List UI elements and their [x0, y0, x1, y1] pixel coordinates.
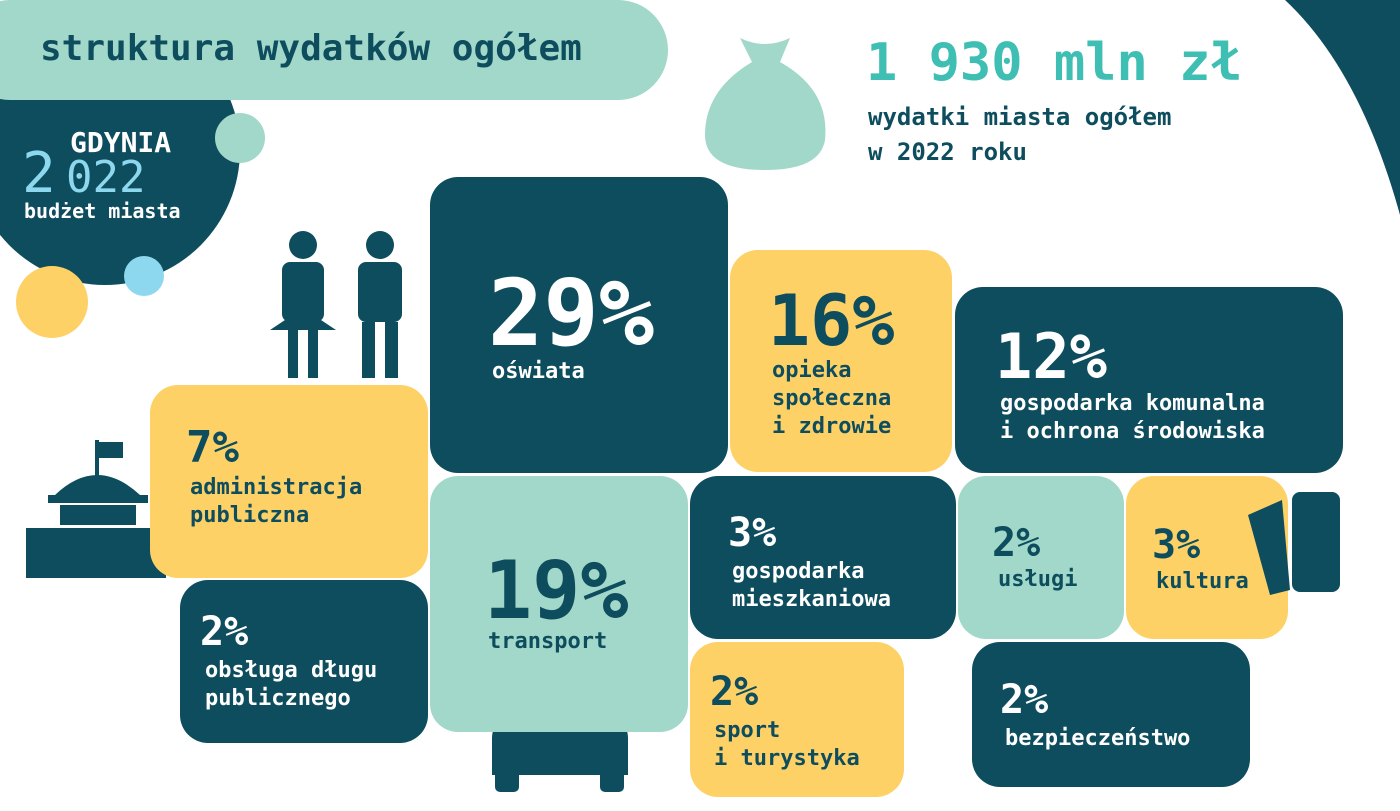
- tile: [430, 476, 688, 732]
- corner-arc: [1285, 0, 1400, 215]
- ticket-icon: [1248, 492, 1340, 595]
- tile-label: transport: [488, 629, 607, 654]
- dot: [124, 256, 164, 296]
- tile: [430, 177, 728, 473]
- tile-label: i ochrona środowiska: [1000, 419, 1265, 444]
- total-amount: 1 930 mln zł: [866, 33, 1242, 93]
- tile: [1126, 476, 1288, 639]
- tile-label: publiczna: [190, 503, 309, 528]
- tile-label: gospodarka: [732, 559, 864, 584]
- tile: [958, 476, 1124, 639]
- tile-label: bezpieczeństwo: [1005, 726, 1190, 751]
- tile-percent: 2%: [992, 520, 1040, 566]
- students-icon: [270, 231, 402, 378]
- tile-label: kultura: [1156, 569, 1249, 594]
- tile-percent: 29%: [488, 260, 654, 367]
- city-hall-icon: [26, 440, 166, 578]
- money-bag-icon: [705, 38, 826, 170]
- tile-label: oświata: [492, 359, 585, 384]
- tile-percent: 12%: [995, 320, 1107, 393]
- tile-label: obsługa długu: [205, 658, 377, 683]
- tile-percent: 3%: [1152, 522, 1200, 568]
- tile: [955, 287, 1343, 473]
- tile: [690, 642, 904, 797]
- tile-label: administracja: [190, 475, 362, 500]
- tile: [180, 580, 428, 743]
- tile-label: publicznego: [205, 686, 351, 711]
- tile-label: gospodarka komunalna: [1000, 391, 1265, 416]
- title-pill: [0, 0, 668, 100]
- dot: [215, 113, 265, 163]
- tile: [972, 642, 1250, 787]
- title: struktura wydatków ogółem: [40, 28, 582, 69]
- year-first: 2: [22, 141, 56, 206]
- badge-subtitle: budżet miasta: [24, 199, 181, 223]
- tile: [150, 385, 428, 578]
- tile-label: społeczna: [772, 386, 891, 411]
- total-line: wydatki miasta ogółem: [868, 103, 1171, 131]
- tile-label: i turystyka: [714, 746, 860, 771]
- tile: [730, 250, 952, 472]
- tile: [690, 476, 956, 639]
- tile-label: usługi: [998, 567, 1077, 592]
- tile-label: sport: [714, 718, 780, 743]
- tile-percent: 2%: [710, 669, 758, 715]
- tile-percent: 3%: [728, 510, 776, 556]
- tile-label: mieszkaniowa: [732, 587, 891, 612]
- city: GDYNIA: [70, 126, 171, 159]
- year-rest: 022: [66, 152, 145, 203]
- tile-percent: 16%: [768, 280, 894, 362]
- tile-percent: 19%: [484, 544, 629, 637]
- tile-label: opieka: [772, 358, 851, 383]
- tiles: 29%oświata 16%opieka społeczna i zdrowie 12%…: [150, 177, 1343, 797]
- dot: [16, 266, 88, 338]
- tile-label: i zdrowie: [772, 414, 891, 439]
- tile-percent: 2%: [1000, 677, 1048, 723]
- total-line: w 2022 roku: [868, 138, 1027, 166]
- tile-percent: 2%: [200, 609, 248, 655]
- tile-percent: 7%: [186, 422, 239, 473]
